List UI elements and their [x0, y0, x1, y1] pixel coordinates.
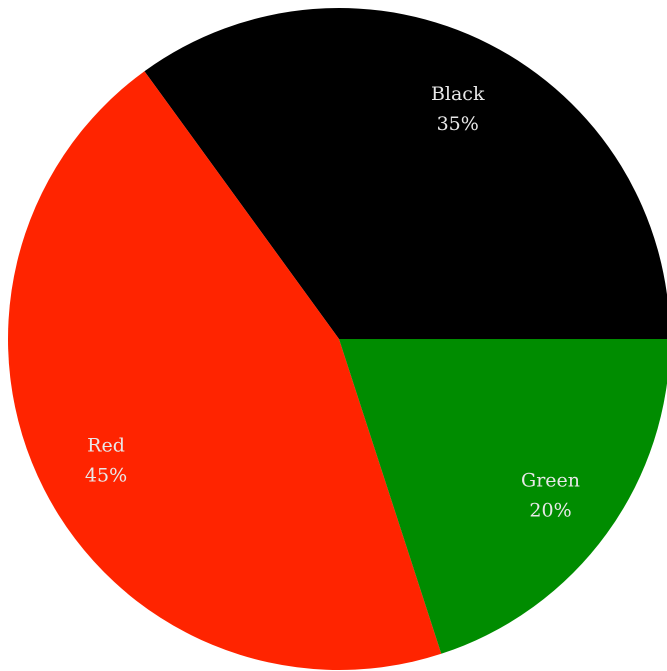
- pie-slice-red: [8, 71, 442, 670]
- slice-label-green: Green: [521, 470, 580, 492]
- pie-slice-green: [339, 339, 667, 654]
- slice-percent-red: 45%: [85, 465, 127, 487]
- pie-slices: [8, 7, 667, 670]
- pie-labels: Black 35% Red 45% Green 20%: [85, 83, 580, 522]
- slice-percent-black: 35%: [437, 113, 479, 135]
- slice-label-red: Red: [87, 435, 125, 457]
- pie-slice-black: [144, 7, 667, 339]
- slice-percent-green: 20%: [529, 500, 571, 522]
- slice-label-black: Black: [431, 83, 485, 105]
